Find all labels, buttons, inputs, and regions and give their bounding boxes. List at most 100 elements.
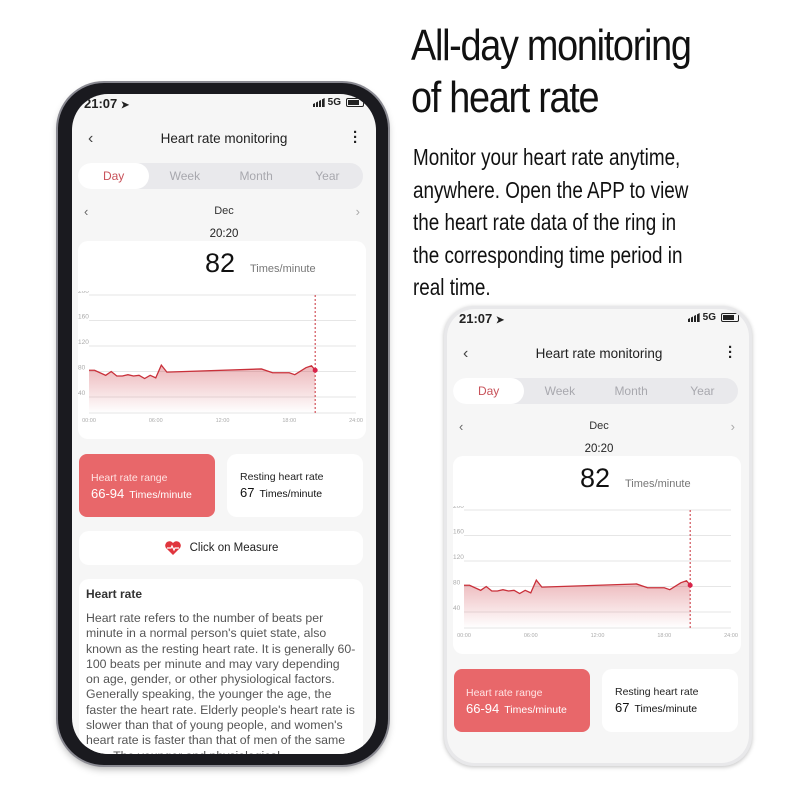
network-label: 5G — [327, 97, 341, 108]
tab-month[interactable]: Month — [614, 384, 648, 398]
x-tick-label: 24:00 — [349, 418, 363, 424]
chart-card: 82 Times/minute 200 160 120 80 40 00:00 06:00 1… — [453, 456, 741, 654]
x-tick-label: 24:00 — [724, 633, 738, 639]
y-tick-label: 120 — [453, 554, 464, 561]
resting-label: Resting heart rate — [240, 471, 324, 483]
page-title: Heart rate monitoring — [160, 131, 288, 146]
heart-rate-range-card: Heart rate range 66-94 Times/minute — [79, 454, 215, 517]
y-tick-label: 80 — [78, 365, 86, 372]
location-arrow-icon: ➤ — [495, 315, 505, 326]
tab-month[interactable]: Month — [239, 169, 273, 183]
status-icons: 5G — [312, 97, 364, 108]
reading-time: 20:20 — [584, 443, 614, 455]
heart-rate-chart[interactable]: 200 160 120 80 40 00:00 06:00 12:00 18:00 24:00 — [453, 506, 741, 651]
reading-time: 20:20 — [209, 228, 239, 240]
heart-rate-line — [89, 363, 316, 380]
description-line: real time. — [413, 274, 491, 301]
headline-line-2: of heart rate — [411, 73, 600, 122]
x-tick-label: 00:00 — [457, 633, 471, 639]
page-title: Heart rate monitoring — [535, 346, 663, 361]
x-tick-label: 06:00 — [149, 418, 163, 424]
status-icons: 5G — [687, 312, 739, 323]
resting-heart-rate-card: Resting heart rate 67 Times/minute — [602, 669, 738, 732]
network-label: 5G — [702, 312, 716, 323]
more-vertical-icon[interactable]: · · · — [728, 339, 733, 366]
tab-day[interactable]: Day — [453, 378, 525, 404]
status-time: 21:07 ➤ — [84, 96, 130, 111]
x-tick-label: 18:00 — [282, 418, 296, 424]
x-tick-label: 18:00 — [657, 633, 671, 639]
phone-screen-secondary: 21:07 ➤ 5G ‹ Heart rate monitoring · · · D… — [447, 309, 749, 763]
y-tick-label: 40 — [78, 390, 86, 397]
info-card: Heart rate Heart rate refers to the numb… — [79, 579, 363, 754]
prev-period-icon[interactable]: ‹ — [459, 419, 464, 434]
selected-point — [312, 367, 318, 373]
resting-value: 67 Times/minute — [240, 485, 323, 500]
y-tick-label: 200 — [78, 291, 89, 295]
chevron-left-icon[interactable]: ‹ — [463, 345, 469, 362]
date-label: Dec — [589, 420, 609, 432]
more-vertical-icon[interactable]: · · · — [353, 124, 358, 151]
next-period-icon[interactable]: › — [730, 419, 735, 434]
y-tick-label: 160 — [78, 314, 89, 321]
description-line: the heart rate data of the ring in — [413, 209, 677, 236]
tab-year[interactable]: Year — [690, 384, 715, 398]
heart-pulse-icon — [164, 541, 181, 555]
chart-card: 82 Times/minute 200 160 120 80 40 00:00 06:00 1… — [78, 241, 366, 439]
tab-week[interactable]: Week — [544, 384, 576, 398]
headline: All-day monitoring of heart rate — [411, 20, 692, 124]
y-tick-label: 80 — [453, 580, 461, 587]
period-tabs: Day Week Month Year — [453, 378, 738, 404]
status-time: 21:07 ➤ — [459, 311, 505, 326]
description-line: the corresponding time period in — [413, 241, 683, 268]
prev-period-icon[interactable]: ‹ — [84, 204, 89, 219]
heart-rate-chart[interactable]: 200 160 120 80 40 00:00 06:00 12:00 18:00 24:00 — [78, 291, 366, 436]
x-tick-label: 06:00 — [524, 633, 538, 639]
chevron-left-icon[interactable]: ‹ — [88, 130, 94, 147]
x-tick-label: 00:00 — [82, 418, 96, 424]
description-line: anywhere. Open the APP to view — [413, 176, 689, 203]
heart-rate-unit: Times/minute — [250, 263, 316, 275]
y-tick-label: 160 — [453, 529, 464, 536]
resting-heart-rate-card: Resting heart rate 67 Times/minute — [227, 454, 363, 517]
x-tick-label: 12:00 — [591, 633, 605, 639]
signal-icon — [687, 313, 700, 322]
next-period-icon[interactable]: › — [355, 204, 360, 219]
battery-icon — [721, 313, 739, 322]
resting-value: 67 Times/minute — [615, 700, 698, 715]
headline-line-1: All-day monitoring — [411, 21, 692, 70]
phone-screen-main: 21:07 ➤ 5G ‹ Heart rate monitoring · · · D… — [72, 94, 376, 754]
description-line: Monitor your heart rate anytime, — [413, 144, 681, 170]
app-screen: 21:07 ➤ 5G ‹ Heart rate monitoring · · · D… — [447, 309, 749, 763]
heart-rate-range-card: Heart rate range 66-94 Times/minute — [454, 669, 590, 732]
tab-day[interactable]: Day — [78, 163, 150, 189]
x-tick-label: 12:00 — [216, 418, 230, 424]
signal-icon — [312, 98, 325, 107]
selected-point — [687, 582, 693, 588]
heart-rate-value: 82 — [205, 248, 236, 278]
battery-icon — [346, 98, 364, 107]
tab-year[interactable]: Year — [315, 169, 340, 183]
range-label: Heart rate range — [91, 472, 168, 484]
heart-rate-unit: Times/minute — [625, 478, 691, 490]
range-value: 66-94 Times/minute — [91, 486, 192, 501]
tab-week[interactable]: Week — [169, 169, 201, 183]
resting-label: Resting heart rate — [615, 686, 699, 698]
measure-button[interactable]: Click on Measure — [79, 531, 363, 565]
info-text: Heart rate refers to the number of beats… — [86, 611, 356, 754]
location-arrow-icon: ➤ — [120, 100, 130, 111]
range-value: 66-94 Times/minute — [466, 701, 567, 716]
y-tick-label: 40 — [453, 605, 461, 612]
period-tabs: Day Week Month Year — [78, 163, 363, 189]
measure-label: Click on Measure — [189, 542, 279, 554]
y-tick-label: 120 — [78, 339, 89, 346]
heart-rate-line — [464, 578, 691, 595]
area-fill — [89, 365, 316, 413]
description: Monitor your heart rate anytime, anywher… — [413, 141, 688, 304]
info-title: Heart rate — [86, 587, 143, 601]
area-fill — [464, 580, 691, 628]
range-label: Heart rate range — [466, 687, 543, 699]
app-screen: 21:07 ➤ 5G ‹ Heart rate monitoring · · · D… — [72, 94, 376, 754]
y-tick-label: 200 — [453, 506, 464, 510]
date-label: Dec — [214, 205, 234, 217]
